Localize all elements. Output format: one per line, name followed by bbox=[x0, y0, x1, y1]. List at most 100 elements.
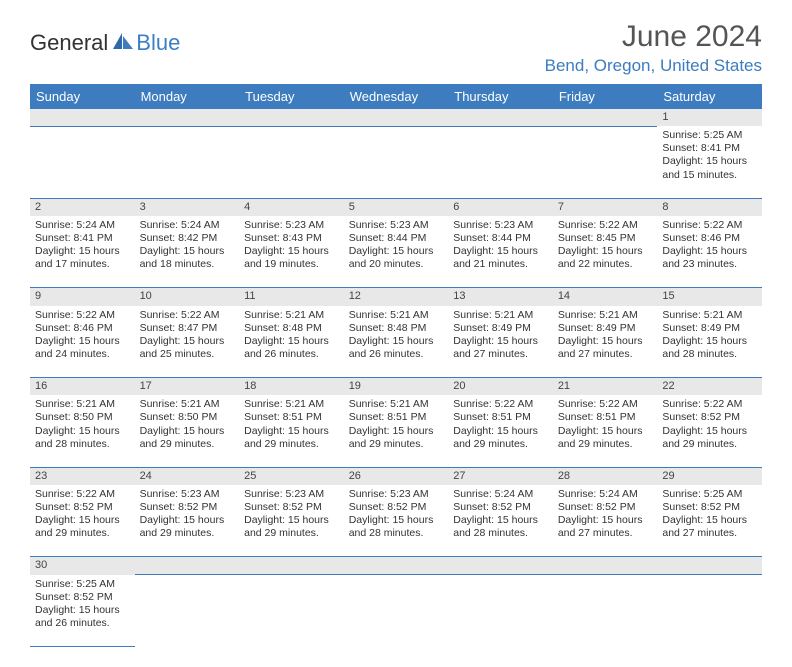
sunrise-text: Sunrise: 5:21 AM bbox=[140, 398, 235, 411]
sunset-text: Sunset: 8:51 PM bbox=[244, 411, 339, 424]
daylight-text: Daylight: 15 hours bbox=[140, 245, 235, 258]
weekday-header-row: Sunday Monday Tuesday Wednesday Thursday… bbox=[30, 84, 762, 109]
day-cell bbox=[553, 126, 658, 198]
location: Bend, Oregon, United States bbox=[545, 56, 762, 76]
daylight-text: Daylight: 15 hours bbox=[558, 245, 653, 258]
day-cell bbox=[448, 575, 553, 647]
sunrise-text: Sunrise: 5:21 AM bbox=[453, 309, 548, 322]
sunset-text: Sunset: 8:50 PM bbox=[35, 411, 130, 424]
day-number-cell: 30 bbox=[30, 557, 135, 575]
sunset-text: Sunset: 8:44 PM bbox=[453, 232, 548, 245]
sunrise-text: Sunrise: 5:21 AM bbox=[662, 309, 757, 322]
sunrise-text: Sunrise: 5:21 AM bbox=[35, 398, 130, 411]
day-number-cell bbox=[344, 109, 449, 126]
day-number-cell: 1 bbox=[657, 109, 762, 126]
sunrise-text: Sunrise: 5:21 AM bbox=[349, 309, 444, 322]
daylight-text: Daylight: 15 hours bbox=[349, 335, 444, 348]
daylight-text: Daylight: 15 hours bbox=[662, 335, 757, 348]
sunrise-text: Sunrise: 5:23 AM bbox=[349, 488, 444, 501]
daylight-text-2: and 26 minutes. bbox=[244, 348, 339, 361]
day-number-cell: 10 bbox=[135, 288, 240, 306]
month-title: June 2024 bbox=[545, 20, 762, 54]
header: General Blue June 2024 Bend, Oregon, Uni… bbox=[30, 20, 762, 76]
day-cell: Sunrise: 5:23 AMSunset: 8:44 PMDaylight:… bbox=[344, 216, 449, 288]
daylight-text-2: and 29 minutes. bbox=[140, 438, 235, 451]
daylight-text-2: and 22 minutes. bbox=[558, 258, 653, 271]
day-number-cell: 25 bbox=[239, 467, 344, 485]
day-cell: Sunrise: 5:21 AMSunset: 8:49 PMDaylight:… bbox=[657, 306, 762, 378]
day-cell: Sunrise: 5:22 AMSunset: 8:52 PMDaylight:… bbox=[657, 395, 762, 467]
day-number-cell: 4 bbox=[239, 198, 344, 216]
sunrise-text: Sunrise: 5:22 AM bbox=[558, 219, 653, 232]
day-number-cell: 21 bbox=[553, 378, 658, 396]
daylight-text: Daylight: 15 hours bbox=[244, 425, 339, 438]
daylight-text-2: and 29 minutes. bbox=[140, 527, 235, 540]
daylight-text: Daylight: 15 hours bbox=[35, 514, 130, 527]
sunset-text: Sunset: 8:41 PM bbox=[35, 232, 130, 245]
daylight-text-2: and 17 minutes. bbox=[35, 258, 130, 271]
day-number-cell: 9 bbox=[30, 288, 135, 306]
sunset-text: Sunset: 8:52 PM bbox=[453, 501, 548, 514]
sunset-text: Sunset: 8:50 PM bbox=[140, 411, 235, 424]
day-cell: Sunrise: 5:23 AMSunset: 8:52 PMDaylight:… bbox=[135, 485, 240, 557]
daylight-text: Daylight: 15 hours bbox=[662, 155, 757, 168]
day-number-cell: 5 bbox=[344, 198, 449, 216]
daylight-text: Daylight: 15 hours bbox=[453, 425, 548, 438]
sunset-text: Sunset: 8:52 PM bbox=[244, 501, 339, 514]
daylight-text-2: and 28 minutes. bbox=[662, 348, 757, 361]
sunset-text: Sunset: 8:49 PM bbox=[453, 322, 548, 335]
weekday-header: Friday bbox=[553, 84, 658, 109]
day-number-cell: 2 bbox=[30, 198, 135, 216]
sunset-text: Sunset: 8:51 PM bbox=[558, 411, 653, 424]
sunset-text: Sunset: 8:49 PM bbox=[662, 322, 757, 335]
daylight-text-2: and 18 minutes. bbox=[140, 258, 235, 271]
daylight-text-2: and 19 minutes. bbox=[244, 258, 339, 271]
daylight-text-2: and 15 minutes. bbox=[662, 169, 757, 182]
day-number-cell bbox=[135, 109, 240, 126]
daylight-text: Daylight: 15 hours bbox=[349, 514, 444, 527]
daylight-text: Daylight: 15 hours bbox=[35, 245, 130, 258]
day-number-cell: 23 bbox=[30, 467, 135, 485]
day-cell: Sunrise: 5:21 AMSunset: 8:48 PMDaylight:… bbox=[239, 306, 344, 378]
day-number-cell bbox=[30, 109, 135, 126]
day-number-cell bbox=[448, 557, 553, 575]
day-number-cell: 7 bbox=[553, 198, 658, 216]
daylight-text-2: and 29 minutes. bbox=[35, 527, 130, 540]
daylight-text-2: and 28 minutes. bbox=[453, 527, 548, 540]
day-number-cell: 8 bbox=[657, 198, 762, 216]
daylight-text: Daylight: 15 hours bbox=[453, 335, 548, 348]
sunset-text: Sunset: 8:52 PM bbox=[140, 501, 235, 514]
sunrise-text: Sunrise: 5:21 AM bbox=[558, 309, 653, 322]
week-row: Sunrise: 5:22 AMSunset: 8:46 PMDaylight:… bbox=[30, 306, 762, 378]
daylight-text-2: and 24 minutes. bbox=[35, 348, 130, 361]
day-cell bbox=[553, 575, 658, 647]
week-row: Sunrise: 5:22 AMSunset: 8:52 PMDaylight:… bbox=[30, 485, 762, 557]
sunrise-text: Sunrise: 5:23 AM bbox=[244, 219, 339, 232]
day-cell bbox=[135, 575, 240, 647]
day-number-cell bbox=[135, 557, 240, 575]
daylight-text: Daylight: 15 hours bbox=[35, 425, 130, 438]
day-cell: Sunrise: 5:21 AMSunset: 8:51 PMDaylight:… bbox=[344, 395, 449, 467]
day-cell: Sunrise: 5:22 AMSunset: 8:46 PMDaylight:… bbox=[30, 306, 135, 378]
sunset-text: Sunset: 8:43 PM bbox=[244, 232, 339, 245]
day-cell: Sunrise: 5:22 AMSunset: 8:45 PMDaylight:… bbox=[553, 216, 658, 288]
day-number-cell: 19 bbox=[344, 378, 449, 396]
day-number-cell: 13 bbox=[448, 288, 553, 306]
sunset-text: Sunset: 8:52 PM bbox=[35, 501, 130, 514]
day-number-cell bbox=[448, 109, 553, 126]
sunrise-text: Sunrise: 5:21 AM bbox=[244, 398, 339, 411]
daylight-text: Daylight: 15 hours bbox=[244, 335, 339, 348]
sunset-text: Sunset: 8:41 PM bbox=[662, 142, 757, 155]
day-number-cell bbox=[239, 557, 344, 575]
daylight-text-2: and 23 minutes. bbox=[662, 258, 757, 271]
title-block: June 2024 Bend, Oregon, United States bbox=[545, 20, 762, 76]
sunset-text: Sunset: 8:42 PM bbox=[140, 232, 235, 245]
logo-text-1: General bbox=[30, 30, 108, 56]
day-cell: Sunrise: 5:21 AMSunset: 8:50 PMDaylight:… bbox=[30, 395, 135, 467]
daylight-text: Daylight: 15 hours bbox=[140, 425, 235, 438]
weekday-header: Tuesday bbox=[239, 84, 344, 109]
daylight-text: Daylight: 15 hours bbox=[558, 425, 653, 438]
day-number-cell: 15 bbox=[657, 288, 762, 306]
day-cell: Sunrise: 5:21 AMSunset: 8:49 PMDaylight:… bbox=[448, 306, 553, 378]
day-number-cell: 24 bbox=[135, 467, 240, 485]
